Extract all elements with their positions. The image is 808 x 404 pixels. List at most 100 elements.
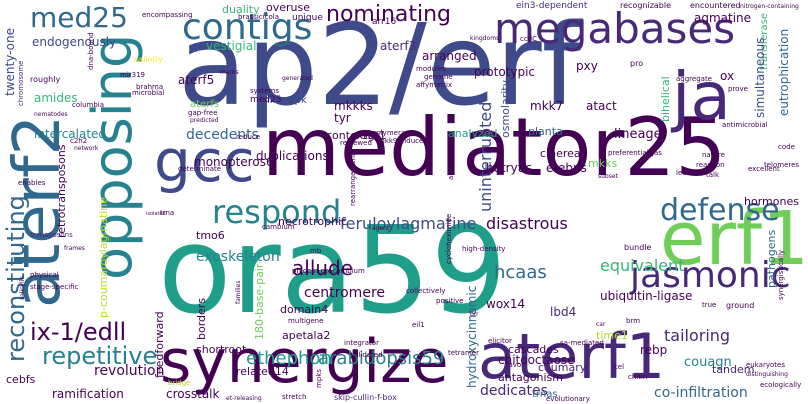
word-mkk9-induced: mkk9-induced <box>378 137 428 145</box>
word-bihelical: bihelical <box>659 76 672 122</box>
word-prototypic: prototypic <box>474 65 536 79</box>
word-hydroxycinnamic: hydroxycinnamic <box>465 285 479 388</box>
word-co-infiltration: co-infiltration <box>654 385 748 401</box>
word-cascades: cascades <box>508 343 559 356</box>
word-mb: mb <box>310 247 322 255</box>
word-lbd4: lbd4 <box>550 305 577 319</box>
word-tandem: tandem <box>712 363 755 376</box>
word-talk: talk <box>706 171 720 179</box>
word-chitin: chitin <box>628 373 648 381</box>
word-mpks: mpks <box>315 369 323 388</box>
word-dedicates: dedicates <box>480 383 548 399</box>
word-pro: pro <box>630 59 644 68</box>
word-brassicicola: brassicicola <box>238 13 280 21</box>
word-hormones: hormones <box>744 195 799 208</box>
word-lineage: lineage <box>614 127 662 142</box>
word-aggregate: aggregate <box>676 75 712 83</box>
word-mkks: mkks <box>588 157 618 170</box>
word-marks: marks <box>220 69 239 76</box>
word-disastrous: disastrous <box>486 214 568 233</box>
word-mir319: mir319 <box>120 71 146 79</box>
word-tmo6: tmo6 <box>196 229 225 242</box>
word-ccdc: ccdC <box>520 35 538 43</box>
word-feruloylagmatine: feruloylagmatine <box>340 214 477 233</box>
word-time1: time1 <box>596 329 628 342</box>
word-transposons: transposons <box>30 231 73 239</box>
word-pxy: pxy <box>576 59 598 73</box>
word-necrotrophic: necrotrophic <box>278 215 348 228</box>
word-erebps: erebps <box>546 161 587 175</box>
word-high-density: high-density <box>462 245 506 253</box>
word-trnas: trnas <box>532 389 558 400</box>
word-arabidopsis59: arabidopsis59 <box>318 348 445 369</box>
word-duality: duality <box>222 3 260 16</box>
word-coumaryl: coumaryl <box>538 361 590 374</box>
word-prove: prove <box>728 85 748 93</box>
word-defense: defense <box>660 193 780 228</box>
word-preferentially: preferentially <box>608 149 655 157</box>
word-roughly: roughly <box>30 75 61 84</box>
word-feedforward: feedforward <box>153 311 166 378</box>
word-evolutionary: evolutionary <box>546 395 590 403</box>
word-car: car <box>596 321 606 328</box>
word-synergistically: synergistically <box>777 249 785 300</box>
word-generated: generated <box>282 75 313 82</box>
word-rearrangement: rearrangement <box>349 153 357 206</box>
word-predicted: predicted <box>190 117 219 124</box>
word-isolated: isolated <box>146 211 166 217</box>
word-megabases: megabases <box>494 4 736 53</box>
word-subset: subset <box>598 173 618 180</box>
word-elicitor: elicitor <box>488 337 512 345</box>
word-ein3-dependent: ein3-dependent <box>516 1 588 11</box>
word-hcaas: hcaas <box>494 262 547 283</box>
word-genome: genome <box>424 73 453 81</box>
word-brr: brr <box>470 311 479 318</box>
word-ethephon: ethephon <box>246 348 332 369</box>
word-erf1: erf1 <box>660 196 808 282</box>
word-simultaneous: simultaneous <box>753 37 767 118</box>
word-botrytis: botrytis <box>486 161 532 175</box>
word-skip-cullin-f-box: skip-cullin-f-box <box>334 393 397 402</box>
word-osmolarity: osmolarity <box>499 79 512 138</box>
word-brm: brm <box>626 317 641 325</box>
word-chromosome: chromosome <box>17 60 25 106</box>
word-analyzed: analyzed <box>448 127 498 140</box>
word-repetitive: repetitive <box>42 342 158 370</box>
word-eutrophication: eutrophication <box>777 28 791 116</box>
word-et-releasing: et-releasing <box>226 395 262 402</box>
word-ubiquitin-ligase: ubiquitin-ligase <box>600 289 693 303</box>
word-centromere: centromere <box>304 285 385 301</box>
word-exoskeleton: exoskeleton <box>196 249 280 265</box>
word-cambium: cambium <box>262 223 295 231</box>
word-unique: unique <box>292 13 323 23</box>
word-agent: agent <box>372 225 390 232</box>
word-ramification: ramification <box>52 387 124 401</box>
word-arr16: arr16 <box>372 17 397 27</box>
word-kingdoms: kingdoms <box>470 35 500 42</box>
word-med25-small: med25 <box>250 95 282 105</box>
word-aterf1: aterf1 <box>478 320 666 393</box>
word-ap2-erf: ap2/erf <box>178 1 582 131</box>
word-atact: atact <box>586 99 617 113</box>
word-ground: ground <box>726 301 755 310</box>
word-ora59: ora59 <box>158 202 507 341</box>
word-ja: ja <box>672 58 731 135</box>
word-monopteros6: monopteros6 <box>194 155 274 169</box>
word-endogenously: endogenously <box>32 35 117 49</box>
word-affymetrix: affymetrix <box>416 81 453 89</box>
word-aterfs: aterfs <box>190 99 220 110</box>
word-duplications: duplications <box>256 149 329 163</box>
word-nature: nature <box>702 151 725 159</box>
word-shortroot: shortroot <box>196 343 247 356</box>
word-columbia: columbia <box>72 101 105 109</box>
word-frames: frames <box>64 245 85 252</box>
word-contigs: contigs <box>182 7 313 48</box>
word-validated: validated <box>350 351 383 359</box>
word-salinity: salinity <box>134 55 163 64</box>
word-polymerase: polymerase <box>372 129 414 137</box>
word-integrator: integrator <box>344 339 379 347</box>
word-vestigial: vestigial <box>206 39 257 53</box>
word-contexts: contexts <box>326 129 374 142</box>
word-equivalent: equivalent <box>600 256 685 275</box>
word-med25: med25 <box>30 1 128 34</box>
